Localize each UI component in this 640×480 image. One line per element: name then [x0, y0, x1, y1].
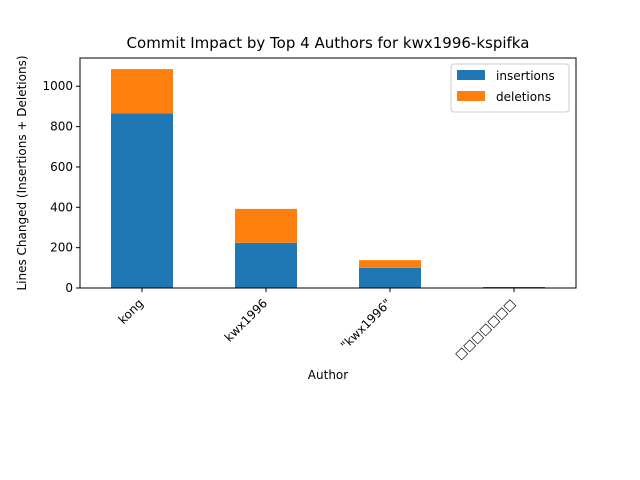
bar-insertions-1 — [235, 242, 297, 288]
bar-deletions-0 — [111, 69, 173, 114]
y-tick-label-5: 1000 — [42, 79, 73, 93]
bar-deletions-2 — [359, 260, 421, 268]
x-tick-label-2: "kwx1996" — [338, 296, 394, 352]
bar-insertions-2 — [359, 267, 421, 288]
y-axis: 0 200 400 600 800 1000 — [42, 79, 80, 295]
y-tick-label-1: 200 — [50, 241, 73, 255]
bar-insertions-0 — [111, 113, 173, 288]
legend-swatch-deletions — [457, 91, 485, 101]
x-tick-label-3: □□□□□□□ — [452, 296, 518, 362]
x-axis: kong kwx1996 "kwx1996" □□□□□□□ — [116, 288, 518, 362]
legend-label-insertions: insertions — [496, 69, 555, 83]
y-tick-label-0: 0 — [65, 281, 73, 295]
x-tick-label-1: kwx1996 — [222, 296, 270, 344]
x-axis-label: Author — [308, 368, 348, 382]
plot-area — [111, 69, 545, 288]
chart-title: Commit Impact by Top 4 Authors for kwx19… — [127, 34, 530, 52]
y-tick-label-2: 400 — [50, 200, 73, 214]
y-tick-label-4: 800 — [50, 120, 73, 134]
bar-insertions-3 — [483, 286, 545, 288]
x-tick-label-0: kong — [116, 296, 146, 326]
bar-deletions-1 — [235, 208, 297, 243]
y-axis-label: Lines Changed (Insertions + Deletions) — [15, 55, 29, 290]
y-tick-label-3: 600 — [50, 160, 73, 174]
legend-label-deletions: deletions — [496, 90, 551, 104]
legend: insertions deletions — [450, 63, 570, 113]
axes-frame — [79, 57, 577, 289]
legend-swatch-insertions — [457, 70, 485, 80]
